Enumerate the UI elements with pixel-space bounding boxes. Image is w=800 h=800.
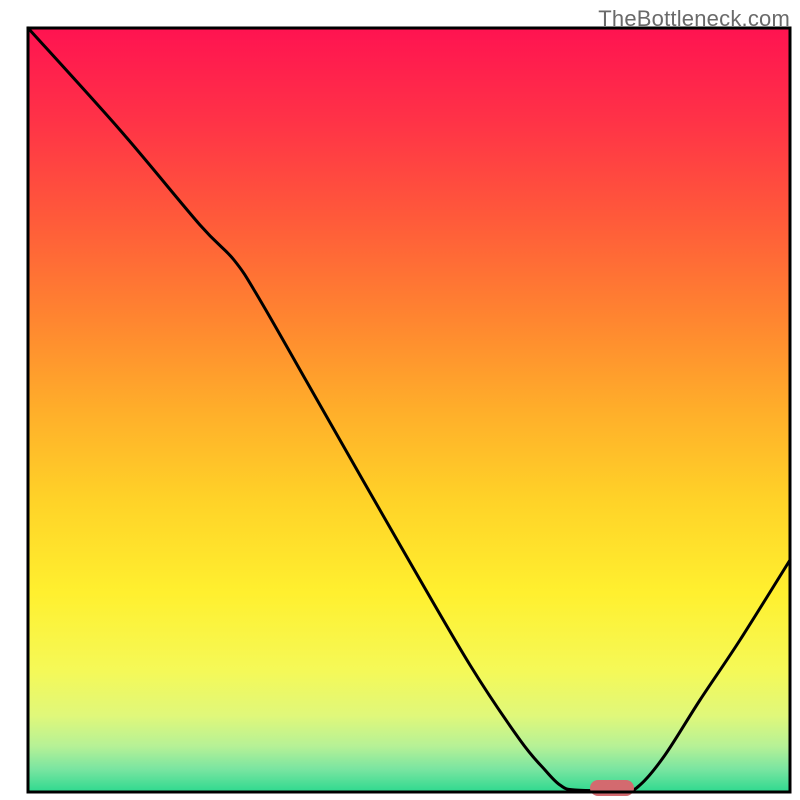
optimal-marker	[590, 780, 634, 796]
chart-svg	[0, 0, 800, 800]
bottleneck-chart: TheBottleneck.com	[0, 0, 800, 800]
plot-background	[28, 28, 790, 792]
watermark-text: TheBottleneck.com	[598, 6, 790, 32]
